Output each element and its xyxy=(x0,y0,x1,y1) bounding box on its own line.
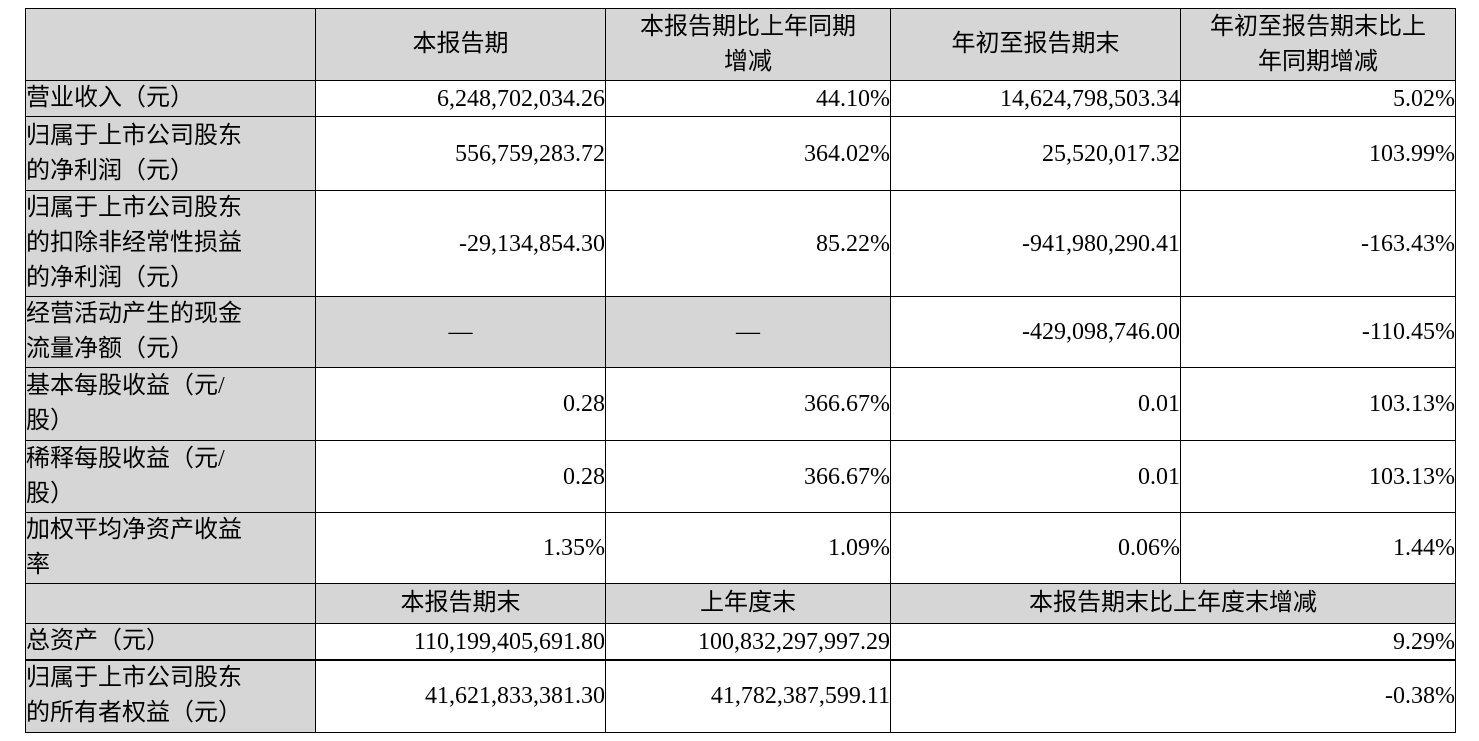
total-assets-end-of-period: 110,199,405,691.80 xyxy=(315,623,606,661)
basic-eps-ytd-yoy-change: 103.13% xyxy=(1180,367,1456,441)
operating-cash-flow-current-dash: — xyxy=(315,296,606,368)
basic-eps-ytd: 0.01 xyxy=(890,367,1181,441)
operating-cash-flow-ytd: -429,098,746.00 xyxy=(890,296,1181,368)
row-label-revenue: 营业收入（元） xyxy=(25,80,316,117)
operating-cash-flow-yoy-dash: — xyxy=(605,296,891,368)
revenue-yoy-change: 44.10% xyxy=(605,80,891,117)
net-profit-yoy-change: 364.02% xyxy=(605,116,891,191)
operating-cash-flow-ytd-yoy-change: -110.45% xyxy=(1180,296,1456,368)
table-row-net-profit: 归属于上市公司股东 的净利润（元） 556,759,283.72 364.02%… xyxy=(25,116,1456,191)
equity-change: -0.38% xyxy=(890,659,1456,733)
header-year-to-date-yoy-change: 年初至报告期末比上 年同期增减 xyxy=(1180,8,1456,81)
row-label-operating-cash-flow: 经营活动产生的现金 流量净额（元） xyxy=(25,296,316,368)
revenue-current: 6,248,702,034.26 xyxy=(315,80,606,117)
weighted-avg-roe-yoy-change: 1.09% xyxy=(605,512,891,584)
table-row-total-assets: 总资产（元） 110,199,405,691.80 100,832,297,99… xyxy=(25,623,1456,661)
header-current-period: 本报告期 xyxy=(315,8,606,81)
deducted-net-profit-ytd-yoy-change: -163.43% xyxy=(1180,190,1456,297)
row-label-diluted-eps: 稀释每股收益（元/ 股） xyxy=(25,440,316,513)
header-row: 本报告期 本报告期比上年同期 增减 年初至报告期末 年初至报告期末比上 年同期增… xyxy=(25,8,1456,81)
table-row-deducted-net-profit: 归属于上市公司股东 的扣除非经常性损益 的净利润（元） -29,134,854.… xyxy=(25,190,1456,297)
total-assets-change: 9.29% xyxy=(890,623,1456,661)
diluted-eps-current: 0.28 xyxy=(315,440,606,513)
net-profit-current: 556,759,283.72 xyxy=(315,116,606,191)
total-assets-end-of-prev-year: 100,832,297,997.29 xyxy=(605,623,891,661)
key-financials-table: 本报告期 本报告期比上年同期 增减 年初至报告期末 年初至报告期末比上 年同期增… xyxy=(25,8,1456,733)
subheader-end-of-prev-year: 上年度末 xyxy=(605,583,891,624)
subheader-end-of-period: 本报告期末 xyxy=(315,583,606,624)
row-label-net-profit: 归属于上市公司股东 的净利润（元） xyxy=(25,116,316,191)
row-label-basic-eps: 基本每股收益（元/ 股） xyxy=(25,367,316,441)
table-row-basic-eps: 基本每股收益（元/ 股） 0.28 366.67% 0.01 103.13% xyxy=(25,367,1456,441)
revenue-ytd: 14,624,798,503.34 xyxy=(890,80,1181,117)
row-label-total-assets: 总资产（元） xyxy=(25,623,316,661)
basic-eps-current: 0.28 xyxy=(315,367,606,441)
header-current-period-yoy-change: 本报告期比上年同期 增减 xyxy=(605,8,891,81)
equity-end-of-prev-year: 41,782,387,599.11 xyxy=(605,659,891,733)
table-row-weighted-avg-roe: 加权平均净资产收益 率 1.35% 1.09% 0.06% 1.44% xyxy=(25,512,1456,584)
table-row-revenue: 营业收入（元） 6,248,702,034.26 44.10% 14,624,7… xyxy=(25,80,1456,117)
header-empty-cell xyxy=(25,8,316,81)
weighted-avg-roe-current: 1.35% xyxy=(315,512,606,584)
diluted-eps-ytd-yoy-change: 103.13% xyxy=(1180,440,1456,513)
row-label-deducted-net-profit: 归属于上市公司股东 的扣除非经常性损益 的净利润（元） xyxy=(25,190,316,297)
basic-eps-yoy-change: 366.67% xyxy=(605,367,891,441)
header-year-to-date: 年初至报告期末 xyxy=(890,8,1181,81)
weighted-avg-roe-ytd: 0.06% xyxy=(890,512,1181,584)
subheader-row: 本报告期末 上年度末 本报告期末比上年度末增减 xyxy=(25,583,1456,624)
table-row-equity: 归属于上市公司股东 的所有者权益（元） 41,621,833,381.30 41… xyxy=(25,659,1456,733)
diluted-eps-yoy-change: 366.67% xyxy=(605,440,891,513)
deducted-net-profit-yoy-change: 85.22% xyxy=(605,190,891,297)
revenue-ytd-yoy-change: 5.02% xyxy=(1180,80,1456,117)
subheader-change-vs-prev-year-end: 本报告期末比上年度末增减 xyxy=(890,583,1456,624)
equity-end-of-period: 41,621,833,381.30 xyxy=(315,659,606,733)
subheader-empty-cell xyxy=(25,583,316,624)
net-profit-ytd-yoy-change: 103.99% xyxy=(1180,116,1456,191)
row-label-weighted-avg-roe: 加权平均净资产收益 率 xyxy=(25,512,316,584)
row-label-equity: 归属于上市公司股东 的所有者权益（元） xyxy=(25,659,316,733)
diluted-eps-ytd: 0.01 xyxy=(890,440,1181,513)
net-profit-ytd: 25,520,017.32 xyxy=(890,116,1181,191)
table-row-diluted-eps: 稀释每股收益（元/ 股） 0.28 366.67% 0.01 103.13% xyxy=(25,440,1456,513)
table-row-operating-cash-flow: 经营活动产生的现金 流量净额（元） — — -429,098,746.00 -1… xyxy=(25,296,1456,368)
deducted-net-profit-current: -29,134,854.30 xyxy=(315,190,606,297)
deducted-net-profit-ytd: -941,980,290.41 xyxy=(890,190,1181,297)
weighted-avg-roe-ytd-yoy-change: 1.44% xyxy=(1180,512,1456,584)
